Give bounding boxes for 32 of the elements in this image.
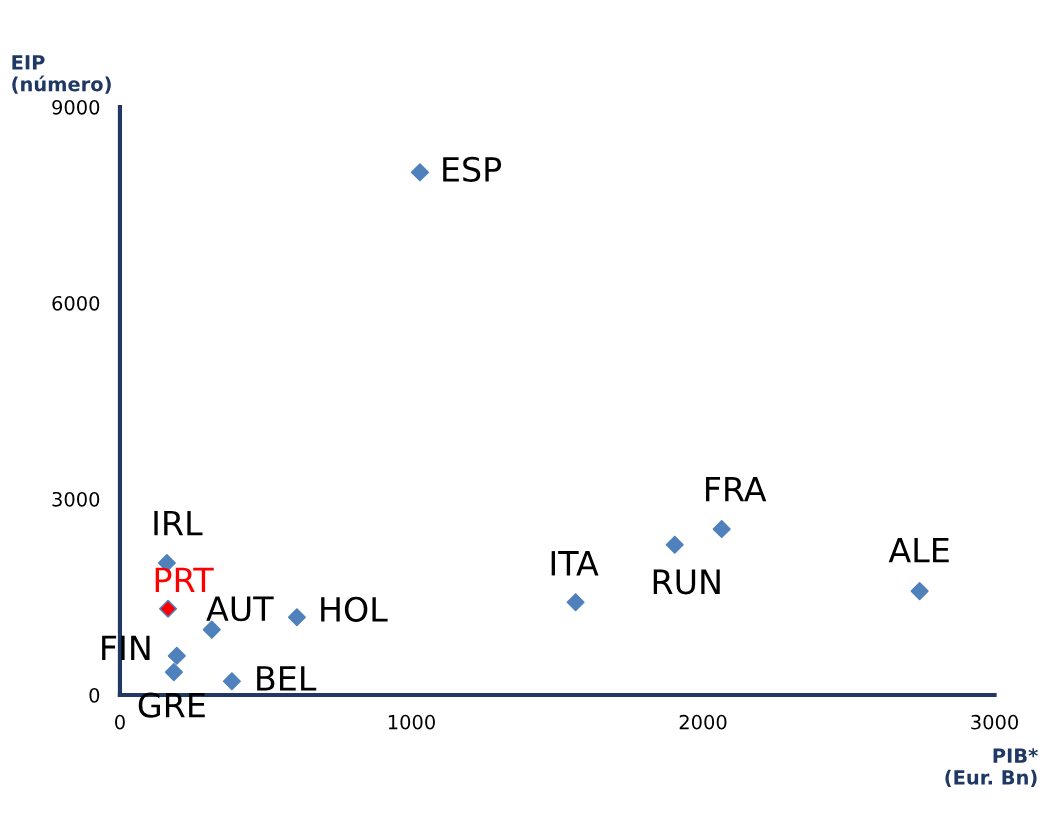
x-tick-label: 2000 bbox=[679, 714, 727, 730]
series-label: ESP bbox=[443, 156, 502, 182]
series-label: FRA bbox=[706, 476, 767, 502]
x-tick-label: 3000 bbox=[971, 714, 1018, 730]
series-label: IRL bbox=[154, 510, 203, 536]
series-label: HOL bbox=[321, 596, 388, 622]
x-axis-title: PIB* (Eur. Bn) bbox=[945, 748, 1038, 788]
x-tick-label: 1000 bbox=[388, 714, 435, 730]
point bbox=[164, 663, 183, 682]
y-tick-label: 0 bbox=[89, 687, 100, 703]
series-label: ALE bbox=[888, 538, 949, 563]
x-tick-label: 0 bbox=[115, 714, 125, 730]
series-label: PRT bbox=[155, 567, 214, 592]
series-label: BEL bbox=[257, 666, 317, 691]
point bbox=[159, 599, 178, 618]
point bbox=[167, 646, 186, 665]
series-label: RUN bbox=[653, 569, 720, 595]
y-tick-label: 9000 bbox=[52, 99, 100, 115]
series-label: ITA bbox=[551, 551, 599, 576]
y-axis-title: EIP (número) bbox=[12, 55, 111, 94]
y-tick-label: 6000 bbox=[52, 295, 100, 311]
point bbox=[410, 163, 429, 182]
y-tick-label: 3000 bbox=[52, 491, 100, 507]
series-label: GRE bbox=[138, 692, 205, 718]
point bbox=[566, 593, 585, 612]
point bbox=[712, 519, 731, 539]
point bbox=[202, 620, 221, 639]
point bbox=[287, 608, 306, 627]
series-label: AUT bbox=[206, 596, 274, 622]
point bbox=[665, 535, 684, 554]
point bbox=[222, 672, 241, 691]
point bbox=[910, 582, 929, 601]
